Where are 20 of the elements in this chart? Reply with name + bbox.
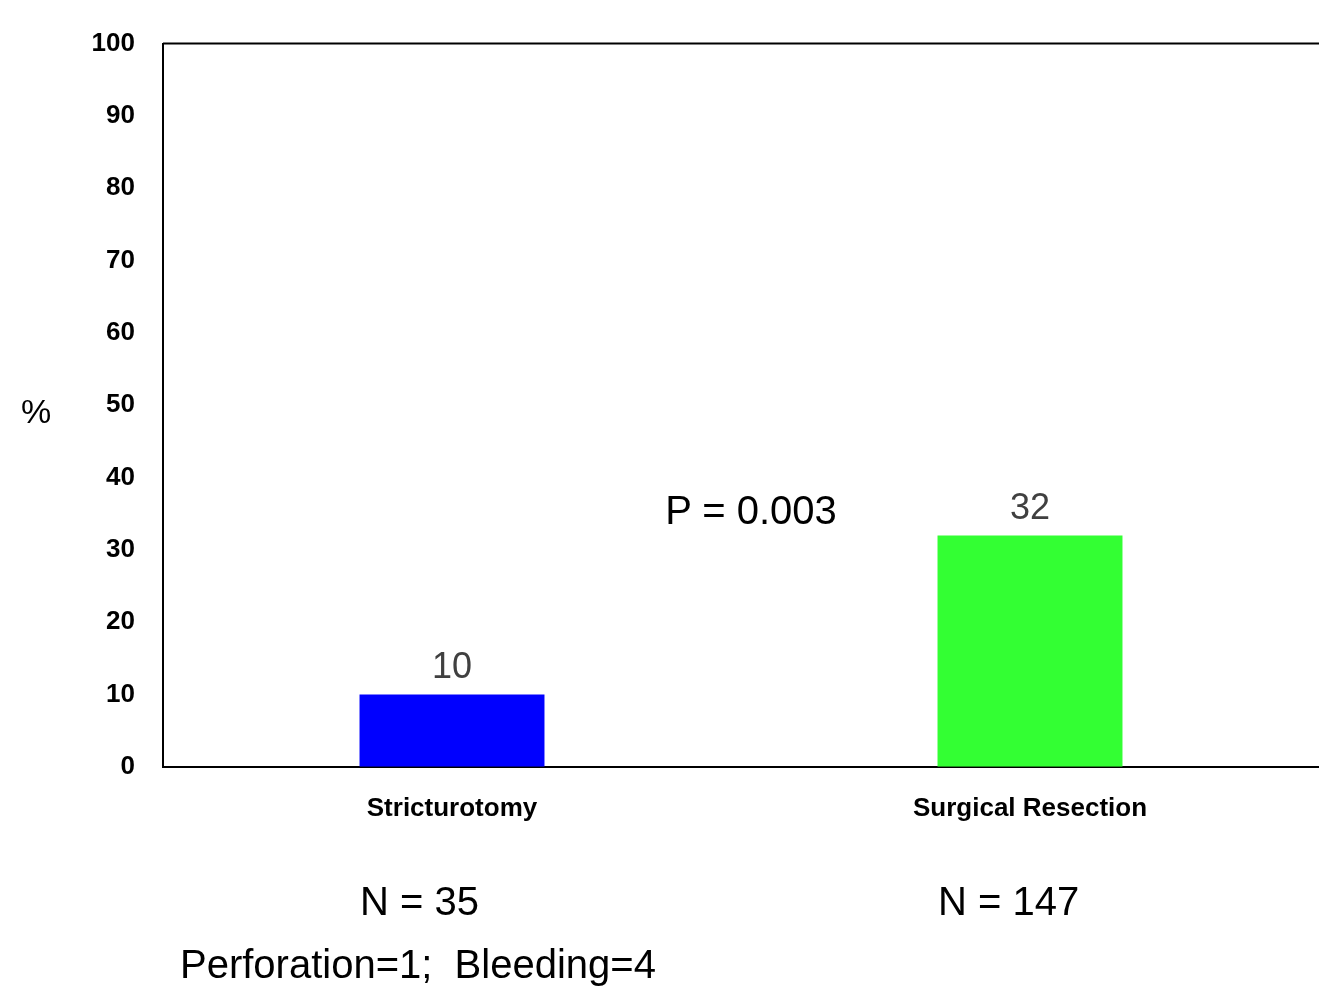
text: N = 147 <box>938 879 1080 924</box>
text: N = 35 <box>360 879 479 924</box>
annotation: P = 0.003 <box>665 488 837 533</box>
y-tick-label: 50 <box>106 388 135 419</box>
text: Perforation=1; Bleeding=4 <box>180 942 656 987</box>
data-label: 32 <box>1009 486 1051 528</box>
y-tick-label: 10 <box>106 677 135 708</box>
y-tick-label: 60 <box>106 316 135 347</box>
y-tick-label: 100 <box>91 26 135 57</box>
y-tick-label: 70 <box>106 243 135 274</box>
data-label: 10 <box>431 645 473 687</box>
y-tick-label: 30 <box>106 533 135 564</box>
y-tick-label: 0 <box>120 749 135 780</box>
y-tick-label: 20 <box>106 605 135 636</box>
x-tick-label: Surgical Resection <box>912 791 1148 822</box>
x-tick-label: Stricturotomy <box>366 791 538 822</box>
y-axis-title: % <box>20 391 52 430</box>
y-tick-label: 90 <box>106 99 135 130</box>
y-tick-label: 80 <box>106 171 135 202</box>
y-tick-label: 40 <box>106 460 135 491</box>
